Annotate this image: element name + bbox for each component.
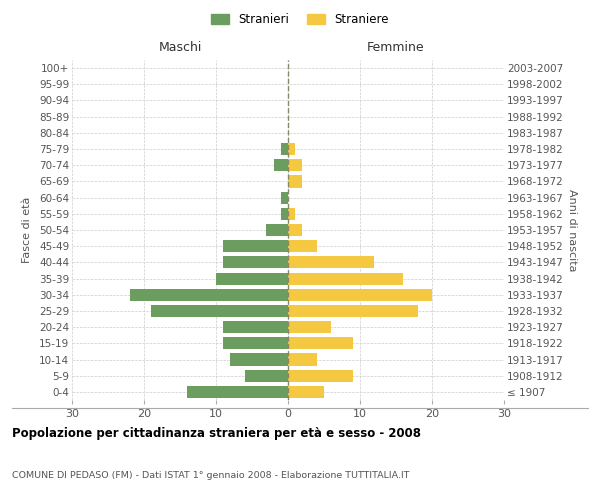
Bar [288, 288, 432, 301]
Bar [223, 321, 288, 333]
Bar [281, 208, 288, 220]
Bar [216, 272, 288, 284]
Bar [288, 338, 353, 349]
Bar [281, 192, 288, 203]
Bar [223, 256, 288, 268]
Bar [223, 240, 288, 252]
Bar [266, 224, 288, 236]
Bar [230, 354, 288, 366]
Bar [288, 386, 324, 398]
Text: Maschi: Maschi [158, 40, 202, 54]
Bar [281, 143, 288, 155]
Y-axis label: Anni di nascita: Anni di nascita [568, 188, 577, 271]
Y-axis label: Fasce di età: Fasce di età [22, 197, 32, 263]
Bar [288, 305, 418, 317]
Bar [223, 338, 288, 349]
Bar [288, 321, 331, 333]
Text: Popolazione per cittadinanza straniera per età e sesso - 2008: Popolazione per cittadinanza straniera p… [12, 427, 421, 440]
Bar [288, 159, 302, 172]
Text: COMUNE DI PEDASO (FM) - Dati ISTAT 1° gennaio 2008 - Elaborazione TUTTITALIA.IT: COMUNE DI PEDASO (FM) - Dati ISTAT 1° ge… [12, 471, 409, 480]
Bar [288, 143, 295, 155]
Bar [245, 370, 288, 382]
Bar [151, 305, 288, 317]
Bar [288, 224, 302, 236]
Bar [288, 256, 374, 268]
Bar [288, 354, 317, 366]
Bar [187, 386, 288, 398]
Bar [288, 272, 403, 284]
Bar [288, 176, 302, 188]
Bar [288, 240, 317, 252]
Bar [130, 288, 288, 301]
Bar [288, 370, 353, 382]
Legend: Stranieri, Straniere: Stranieri, Straniere [206, 8, 394, 31]
Bar [274, 159, 288, 172]
Text: Femmine: Femmine [367, 40, 425, 54]
Bar [288, 208, 295, 220]
